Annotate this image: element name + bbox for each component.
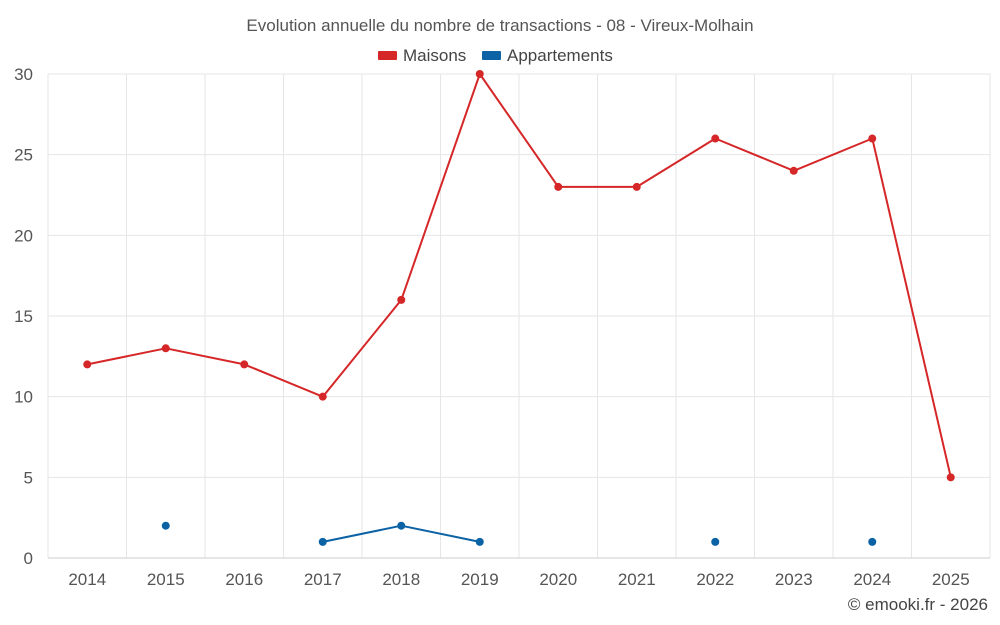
legend-label-appartements: Appartements	[507, 46, 613, 65]
x-tick-label: 2018	[382, 570, 420, 589]
legend-item-maisons[interactable]: Maisons	[378, 46, 466, 65]
x-tick-label: 2014	[68, 570, 106, 589]
y-tick-label: 30	[14, 65, 33, 84]
data-point-maisons-2020[interactable]	[554, 182, 563, 191]
legend-swatch-maisons	[378, 51, 397, 60]
data-point-maisons-2021[interactable]	[632, 182, 641, 191]
x-tick-label: 2015	[147, 570, 185, 589]
x-tick-label: 2024	[853, 570, 891, 589]
data-point-maisons-2014[interactable]	[83, 360, 92, 369]
series-maisons	[83, 70, 955, 482]
data-point-appartements-2019[interactable]	[475, 537, 484, 546]
y-tick-label: 25	[14, 146, 33, 165]
y-tick-label: 15	[14, 307, 33, 326]
legend-item-appartements[interactable]: Appartements	[482, 46, 613, 65]
y-axis-ticks: 0 5 10 15 20 25 30	[14, 65, 33, 568]
x-tick-label: 2019	[461, 570, 499, 589]
x-tick-label: 2022	[696, 570, 734, 589]
x-tick-label: 2017	[304, 570, 342, 589]
x-tick-label: 2023	[775, 570, 813, 589]
chart-title: Evolution annuelle du nombre de transact…	[246, 16, 753, 35]
data-point-maisons-2024[interactable]	[868, 134, 877, 143]
data-point-maisons-2017[interactable]	[318, 392, 327, 401]
legend-swatch-appartements	[482, 51, 501, 60]
data-point-appartements-2022[interactable]	[711, 537, 720, 546]
x-tick-label: 2021	[618, 570, 656, 589]
x-tick-label: 2016	[225, 570, 263, 589]
data-point-appartements-2024[interactable]	[868, 537, 877, 546]
legend: Maisons Appartements	[378, 46, 613, 65]
data-point-maisons-2025[interactable]	[946, 473, 955, 482]
data-point-appartements-2018[interactable]	[397, 521, 406, 530]
x-grid	[47, 74, 991, 558]
data-point-maisons-2023[interactable]	[789, 166, 798, 175]
y-tick-label: 0	[24, 549, 33, 568]
series-line-maisons	[87, 73, 952, 478]
x-tick-label: 2020	[539, 570, 577, 589]
x-tick-label: 2025	[932, 570, 970, 589]
series-appartements	[161, 521, 877, 546]
data-point-appartements-2015[interactable]	[161, 521, 170, 530]
series-layer	[83, 70, 955, 546]
x-axis-ticks: 2014 2015 2016 2017 2018 2019 2020 2021 2022 2023…	[68, 570, 969, 589]
credit-text: © emooki.fr - 2026	[848, 595, 988, 614]
data-point-maisons-2019[interactable]	[475, 70, 484, 78]
data-point-appartements-2017[interactable]	[318, 537, 327, 546]
data-point-maisons-2015[interactable]	[161, 344, 170, 353]
y-tick-label: 10	[14, 388, 33, 407]
data-point-maisons-2018[interactable]	[397, 295, 406, 304]
legend-label-maisons: Maisons	[403, 46, 466, 65]
y-tick-label: 20	[14, 226, 33, 245]
y-tick-label: 5	[24, 468, 33, 487]
data-point-maisons-2022[interactable]	[711, 134, 720, 143]
data-point-maisons-2016[interactable]	[240, 360, 249, 369]
